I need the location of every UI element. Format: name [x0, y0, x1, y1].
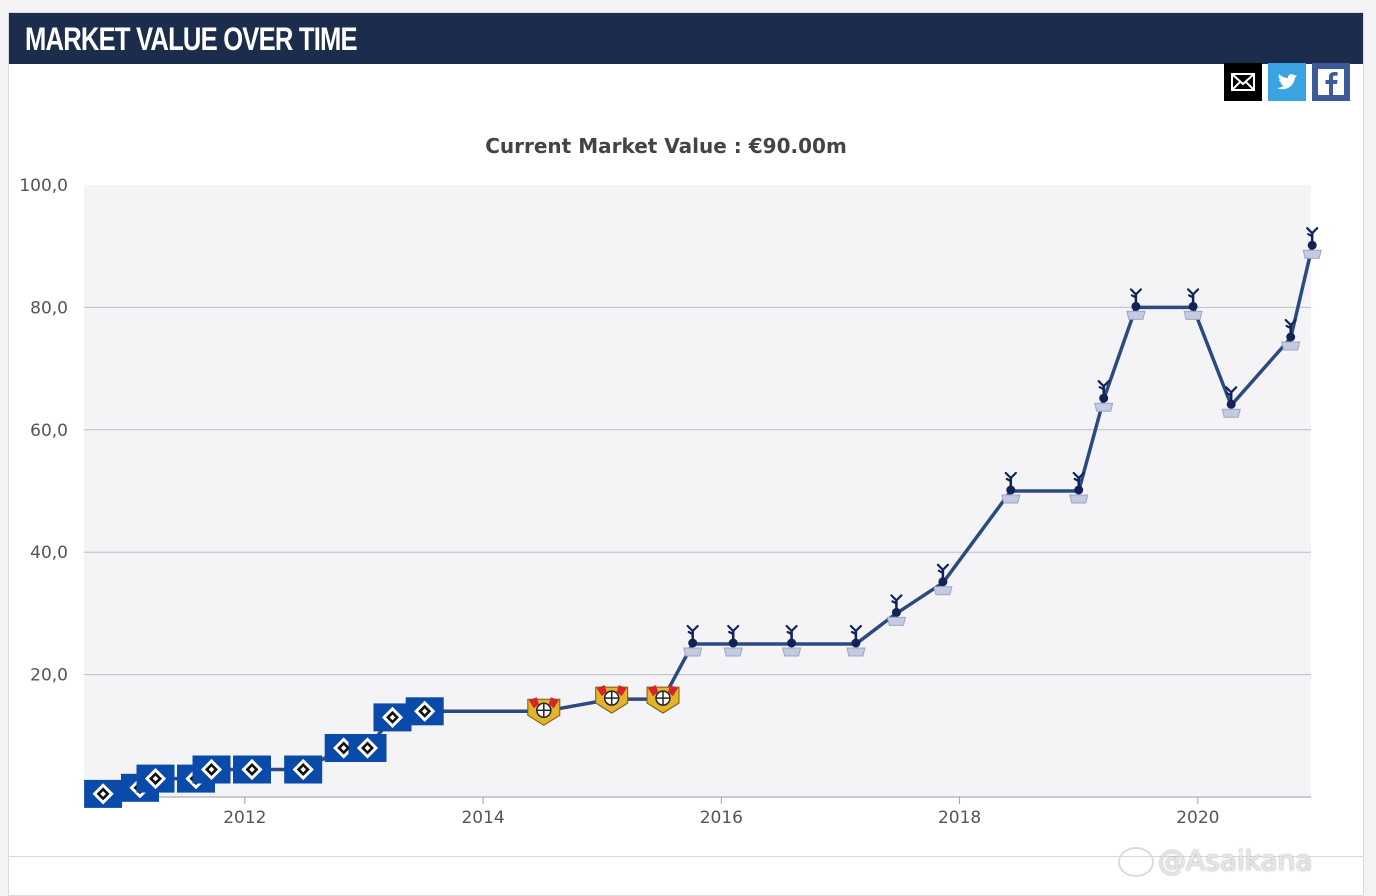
- x-tick-label: 2014: [461, 808, 504, 828]
- panel-header: MARKET VALUE OVER TIME: [9, 13, 1363, 64]
- chart-title: Current Market Value : €90.00m: [485, 134, 847, 158]
- tottenham-crest-marker[interactable]: [683, 624, 703, 657]
- x-tick-label: 2020: [1176, 808, 1219, 828]
- tottenham-crest-marker[interactable]: [1221, 386, 1241, 418]
- panel-title: MARKET VALUE OVER TIME: [25, 21, 358, 57]
- y-tick-label: 40,0: [30, 543, 68, 563]
- hamburg-crest-marker[interactable]: [373, 703, 412, 732]
- tottenham-crest-marker[interactable]: [1281, 318, 1301, 351]
- x-tick-label: 2016: [700, 808, 743, 828]
- tottenham-crest-marker[interactable]: [723, 624, 743, 657]
- plot-area: [84, 185, 1311, 797]
- tottenham-crest-marker[interactable]: [846, 624, 866, 657]
- hamburg-crest-marker[interactable]: [348, 734, 387, 762]
- hamburg-crest-marker[interactable]: [284, 755, 323, 784]
- y-tick-label: 100,0: [19, 176, 68, 196]
- leverkusen-crest-marker[interactable]: [527, 697, 561, 726]
- value-line: [102, 245, 1314, 796]
- y-tick-label: 20,0: [30, 666, 68, 686]
- hamburg-crest-marker[interactable]: [136, 764, 175, 793]
- weibo-icon: [1118, 847, 1154, 877]
- tottenham-crest-marker[interactable]: [1302, 227, 1322, 259]
- tottenham-crest-marker[interactable]: [781, 624, 802, 657]
- twitter-share-button[interactable]: [1268, 63, 1306, 101]
- tottenham-crest-marker[interactable]: [886, 594, 907, 626]
- hamburg-crest-marker[interactable]: [405, 697, 444, 726]
- leverkusen-crest-marker[interactable]: [646, 685, 680, 714]
- watermark-text: @Asaikana: [1158, 844, 1313, 877]
- tottenham-crest-marker[interactable]: [933, 563, 953, 596]
- watermark: @Asaikana: [1118, 844, 1312, 877]
- y-tick-label: 80,0: [30, 298, 68, 318]
- tottenham-crest-marker[interactable]: [1094, 380, 1114, 412]
- twitter-icon: [1268, 63, 1306, 101]
- tottenham-crest-marker[interactable]: [1126, 288, 1146, 320]
- y-tick-label: 60,0: [30, 421, 68, 441]
- tottenham-crest-marker[interactable]: [1001, 471, 1021, 504]
- panel-footer-divider: [9, 856, 1363, 857]
- hamburg-crest-marker[interactable]: [233, 755, 271, 784]
- x-tick-label: 2018: [938, 808, 981, 828]
- leverkusen-crest-marker[interactable]: [595, 685, 629, 714]
- email-icon: [1224, 63, 1262, 101]
- tottenham-crest-marker[interactable]: [1183, 288, 1203, 320]
- hamburg-crest-marker[interactable]: [192, 755, 231, 784]
- facebook-share-button[interactable]: [1312, 63, 1350, 101]
- tottenham-crest-marker[interactable]: [1069, 471, 1089, 504]
- x-tick-label: 2012: [223, 808, 266, 828]
- hamburg-crest-marker[interactable]: [84, 779, 123, 808]
- facebook-icon: [1312, 63, 1350, 101]
- email-share-button[interactable]: [1224, 63, 1262, 101]
